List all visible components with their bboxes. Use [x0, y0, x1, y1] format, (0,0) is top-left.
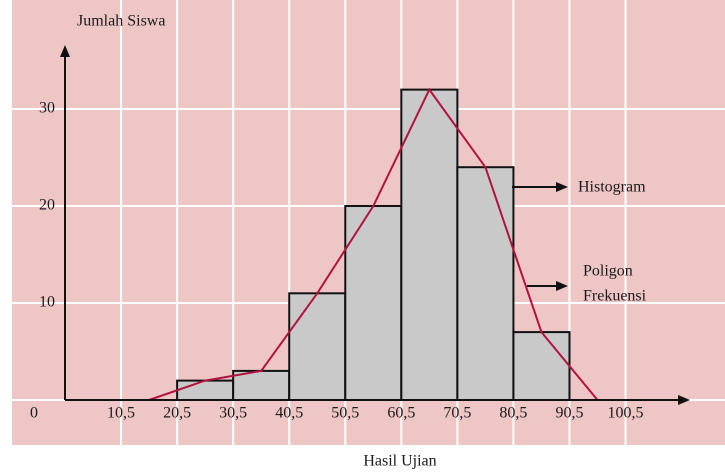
- x-tick-label: 60,5: [387, 405, 415, 422]
- y-tick-label: 30: [39, 100, 55, 117]
- x-tick-label: 100,5: [608, 405, 644, 422]
- x-axis-label: Hasil Ujian: [363, 453, 436, 470]
- histogram-bar: [400, 88, 459, 401]
- annotation-arrowhead: [556, 281, 568, 291]
- histogram-bar: [456, 166, 515, 401]
- y-tick-label: 10: [39, 294, 55, 311]
- y-axis-label: Jumlah Siswa: [77, 13, 165, 30]
- histogram-bar: [512, 331, 571, 401]
- y-tick-label: 20: [39, 197, 55, 214]
- annotation: Frekuensi: [583, 288, 647, 305]
- frequency-polygon: [148, 87, 599, 401]
- x-tick-label: 10,5: [107, 405, 135, 422]
- annotation: Poligon: [583, 263, 633, 280]
- y-tick-label: 0: [30, 405, 38, 422]
- annotation-arrowhead: [556, 182, 568, 192]
- x-tick-label: 30,5: [219, 405, 247, 422]
- histogram-bar: [288, 292, 347, 401]
- x-tick-label: 90,5: [555, 405, 583, 422]
- annotation: Histogram: [578, 179, 646, 196]
- x-tick-label: 20,5: [163, 405, 191, 422]
- x-tick-label: 40,5: [275, 405, 303, 422]
- histogram-bar: [176, 379, 235, 402]
- x-tick-label: 70,5: [443, 405, 471, 422]
- y-axis-arrow: [60, 45, 70, 57]
- x-axis-arrow: [678, 395, 690, 405]
- x-tick-label: 80,5: [499, 405, 527, 422]
- x-tick-label: 50,5: [331, 405, 359, 422]
